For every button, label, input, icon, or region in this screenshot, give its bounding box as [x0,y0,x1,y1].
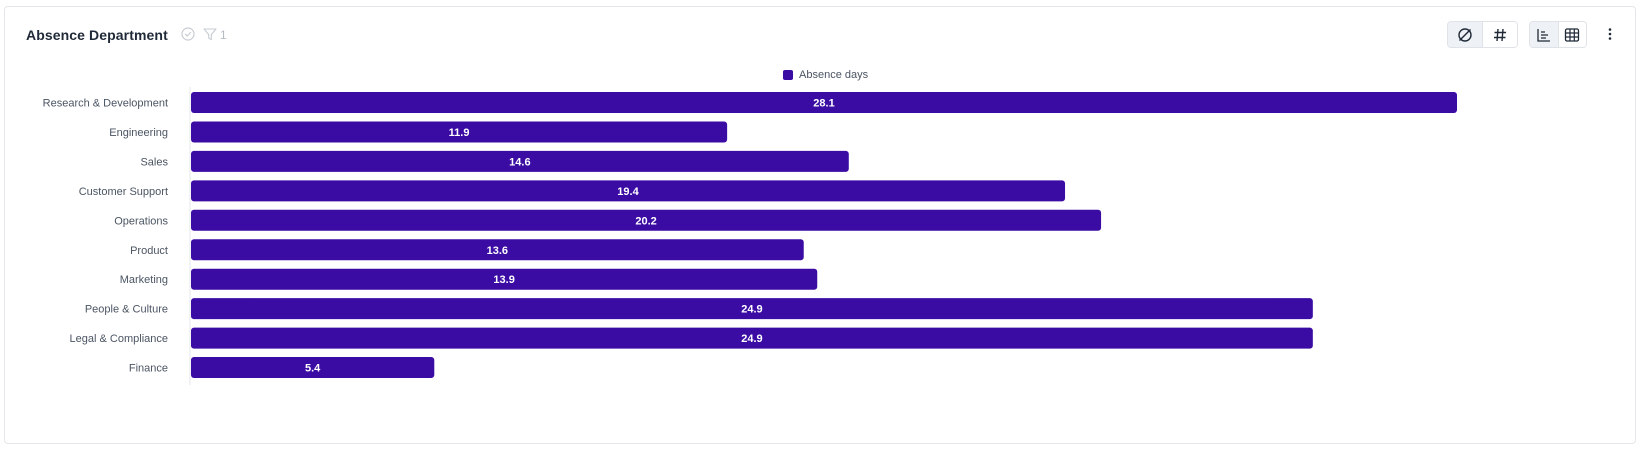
category-label: Marketing [120,274,168,286]
filter-count: 1 [220,28,227,42]
bar[interactable] [191,150,849,172]
category-label: People & Culture [85,304,168,316]
bar[interactable] [191,268,818,290]
bar-value-label: 5.4 [305,363,321,375]
bar-value-label: 13.9 [493,274,514,286]
category-label: Product [130,245,168,257]
chart-card: Absence Department 1 [4,6,1636,444]
chart-legend: Absence days [783,69,868,81]
legend-swatch [783,70,793,80]
table-view-button[interactable] [1557,22,1586,47]
view-toggle-group [1529,21,1587,48]
bar-value-label: 14.6 [509,156,530,168]
bar-value-label: 24.9 [741,304,762,316]
null-values-button[interactable] [1448,22,1482,47]
more-options-button[interactable] [1602,23,1618,45]
bar[interactable] [191,92,1457,113]
filter-icon[interactable] [203,28,217,41]
category-label: Research & Development [43,98,168,110]
bar[interactable] [191,327,1313,349]
bar[interactable] [191,239,804,261]
bar-value-label: 28.1 [813,98,834,110]
bar-value-label: 24.9 [741,333,762,345]
category-label: Customer Support [79,186,168,198]
bar-value-label: 13.6 [487,245,508,257]
page-title: Absence Department [26,27,168,43]
bar[interactable] [191,298,1313,320]
category-label: Legal & Compliance [70,333,168,345]
bar[interactable] [191,209,1102,231]
bar-value-label: 19.4 [617,186,639,198]
number-format-button[interactable] [1482,22,1517,47]
table-view-icon [1565,27,1580,42]
legend-label: Absence days [799,69,869,81]
bar[interactable] [191,357,435,379]
category-label: Sales [140,156,168,168]
bar[interactable] [191,121,728,143]
null-values-icon [1458,27,1472,42]
value-toggle-group [1447,21,1518,48]
category-label: Engineering [109,127,168,139]
category-label: Finance [129,363,168,375]
bar-chart-icon [1537,28,1550,42]
category-label: Operations [114,215,168,227]
bar[interactable] [191,180,1066,202]
more-options-icon [1608,28,1612,40]
bar-value-label: 20.2 [635,215,656,227]
bar-chart: Research & Development 28.1 Engineering 11.… [43,87,1457,385]
chart-view-button[interactable] [1530,22,1558,47]
check-circle-icon[interactable] [181,27,195,41]
number-format-icon [1494,28,1506,41]
bar-value-label: 11.9 [449,127,470,139]
